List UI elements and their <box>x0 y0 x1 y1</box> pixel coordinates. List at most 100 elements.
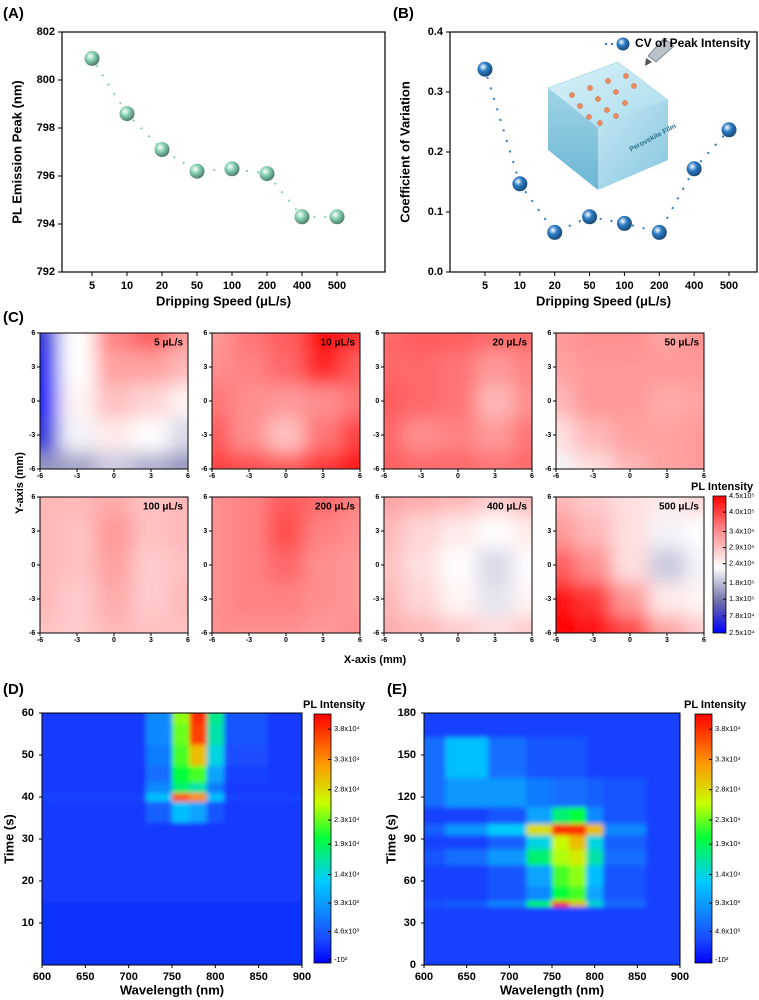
heat-cell <box>224 902 268 965</box>
heat-cell <box>146 744 173 766</box>
heat-cell <box>488 834 527 850</box>
x-tick-label: 400 <box>685 280 703 292</box>
heat-cell <box>574 333 612 351</box>
colorbar-tick-label: 4.5x10⁵ <box>729 491 755 500</box>
x-tick-label: -3 <box>590 637 596 644</box>
y-tick-label: 20 <box>22 875 34 887</box>
heat-cell <box>552 864 570 887</box>
heat-cell <box>85 713 147 724</box>
heat-cell <box>42 801 86 823</box>
heat-cell <box>476 452 514 469</box>
y-tick-label: 3 <box>31 528 35 535</box>
heat-cell <box>40 452 59 469</box>
heatmap-cells <box>384 497 532 633</box>
map-title: 200 μL/s <box>315 502 355 513</box>
heat-cell <box>476 418 514 453</box>
x-tick-label: 6 <box>186 473 190 480</box>
x-tick-label: -6 <box>37 473 43 480</box>
heat-cell <box>267 384 305 419</box>
heat-cell <box>603 736 647 778</box>
heat-cell <box>267 902 302 965</box>
y-tick-label: -6 <box>373 630 379 637</box>
heat-cell <box>402 616 440 633</box>
heat-cell <box>488 736 527 778</box>
heat-cell <box>230 616 268 633</box>
x-tick-label: 5 <box>482 280 488 292</box>
heat-cell <box>230 497 268 515</box>
y-tick-label: 180 <box>398 707 416 719</box>
heat-cell <box>685 418 704 453</box>
heat-cell <box>526 713 553 738</box>
y-tick-label: -3 <box>545 596 551 603</box>
x-tick-label: 0 <box>112 637 116 644</box>
heat-cell <box>569 906 587 938</box>
y-tick-label: 3 <box>375 364 379 371</box>
y-tick-label: 0.0 <box>428 266 443 278</box>
heat-cell <box>267 452 305 469</box>
heat-cell <box>267 582 305 617</box>
heat-cell <box>513 514 532 549</box>
y-tick-label: 0 <box>203 562 207 569</box>
heat-cell <box>169 418 188 453</box>
heat-cell <box>526 823 553 836</box>
y-tick-label: 6 <box>547 330 551 337</box>
x-axis-label: Dripping Speed (μL/s) <box>156 293 291 308</box>
series-line <box>484 68 730 234</box>
heat-cell <box>586 713 604 738</box>
marker <box>616 215 632 231</box>
heat-cell <box>648 497 686 515</box>
heat-cell <box>58 418 96 453</box>
heat-cell <box>304 582 342 617</box>
heatmap-cells <box>40 497 188 633</box>
heat-cell <box>42 713 86 724</box>
heat-cell <box>58 497 96 515</box>
y-tick-label: 6 <box>547 494 551 501</box>
heat-cell <box>267 782 302 794</box>
heat-cell <box>586 848 604 866</box>
heat-cell <box>526 885 553 902</box>
heatmap <box>212 497 360 633</box>
heat-cell <box>172 782 190 794</box>
x-tick-label: 3 <box>321 473 325 480</box>
heat-cell <box>85 792 147 802</box>
heat-cell <box>526 777 553 808</box>
heat-cell <box>212 548 231 583</box>
x-tick-label: 900 <box>671 971 689 983</box>
heat-cell <box>230 418 268 453</box>
x-tick-label: 900 <box>293 971 311 983</box>
x-tick-label: 10 <box>121 280 133 292</box>
x-tick-label: 0 <box>628 473 632 480</box>
heat-cell <box>189 744 208 766</box>
heat-cell <box>526 848 553 866</box>
heat-cell <box>445 885 489 902</box>
heat-cell <box>341 333 360 351</box>
heat-cell <box>574 582 612 617</box>
heat-cell <box>267 792 302 802</box>
marker <box>582 209 598 225</box>
x-tick-label: 3 <box>665 637 669 644</box>
heat-cell <box>85 801 147 823</box>
colorbar-tick-label: -10² <box>715 955 729 964</box>
heat-cell <box>526 834 553 850</box>
colorbar-tick-label: 4.0x10⁵ <box>729 507 755 516</box>
heat-cell <box>586 906 604 938</box>
heat-cell <box>42 723 86 745</box>
x-tick-label: 6 <box>702 473 706 480</box>
panel-label: (D) <box>3 681 24 698</box>
y-tick-label: 6 <box>375 494 379 501</box>
heat-cell <box>488 713 527 738</box>
y-tick-label: 0 <box>31 398 35 405</box>
heat-cell <box>224 765 268 783</box>
heat-cell <box>574 418 612 453</box>
heat-cell <box>569 937 587 965</box>
heat-cell <box>445 900 489 907</box>
heat-cell <box>445 806 489 825</box>
y-tick-label: 120 <box>398 791 416 803</box>
colorbar-tick-label: 2.3x10⁴ <box>334 815 360 824</box>
x-tick-label: 20 <box>156 280 168 292</box>
heat-cell <box>230 384 268 419</box>
heat-cell <box>224 822 268 903</box>
heat-cell <box>645 900 680 907</box>
heat-cell <box>476 514 514 549</box>
heat-cell <box>85 902 147 965</box>
